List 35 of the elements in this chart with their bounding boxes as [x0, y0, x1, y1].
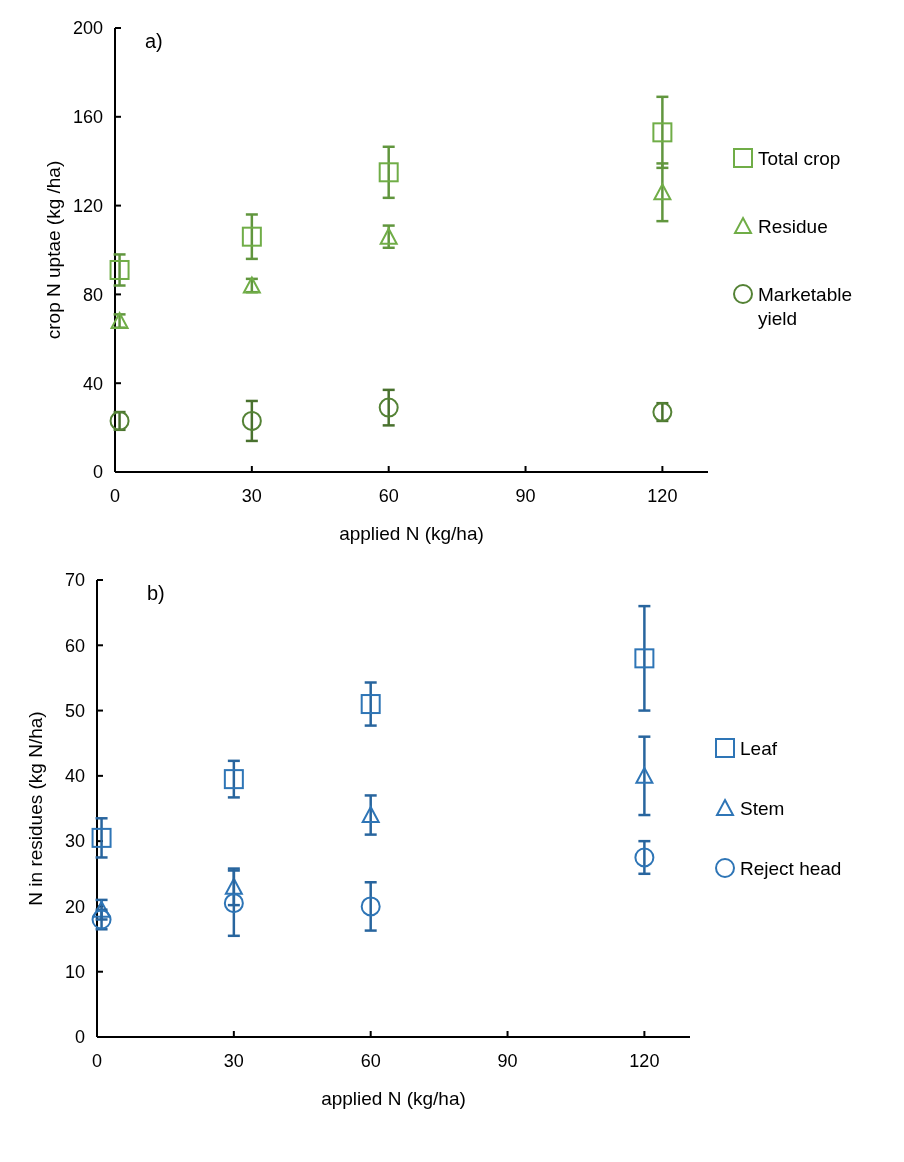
y-tick-label: 60: [64, 635, 85, 656]
y-tick-label: 40: [82, 373, 103, 394]
x-tick-label: 60: [378, 486, 399, 506]
y-tick-label: 0: [74, 1027, 85, 1048]
x-axis-title: applied N (kg/ha): [321, 1088, 466, 1109]
y-tick-label: 160: [72, 107, 103, 128]
y-tick-label: 30: [64, 831, 85, 852]
x-tick-label: 120: [629, 1051, 660, 1071]
y-tick-label: 10: [64, 962, 85, 983]
legend-label: Total crop: [758, 147, 841, 169]
legend-label: Residue: [758, 215, 828, 237]
y-tick-label: 40: [64, 766, 85, 787]
x-tick-label: 90: [515, 486, 536, 506]
x-tick-label: 30: [223, 1051, 244, 1071]
annotation: b): [147, 582, 165, 604]
x-axis-title: applied N (kg/ha): [339, 523, 484, 544]
annotation: a): [145, 30, 163, 52]
x-tick-label: 90: [497, 1051, 518, 1071]
x-tick-label: 30: [241, 486, 262, 506]
legend-label: Leaf: [740, 737, 778, 759]
y-axis-title: N in residues (kg N/ha): [25, 711, 46, 906]
y-axis-title: crop N uptae (kg /ha): [43, 160, 64, 340]
x-tick-label: 0: [109, 486, 121, 506]
x-tick-label: 60: [360, 1051, 381, 1071]
y-tick-label: 120: [72, 195, 103, 216]
legend-label: Reject head: [740, 857, 842, 879]
legend-label: Stem: [740, 797, 785, 819]
y-tick-label: 50: [64, 700, 85, 721]
y-tick-label: 0: [92, 462, 103, 483]
y-tick-label: 200: [72, 18, 103, 39]
legend-label: Marketable yield: [758, 283, 852, 330]
y-tick-label: 70: [64, 570, 85, 591]
x-tick-label: 120: [647, 486, 678, 506]
y-tick-label: 20: [64, 896, 85, 917]
y-tick-label: 80: [82, 284, 103, 305]
